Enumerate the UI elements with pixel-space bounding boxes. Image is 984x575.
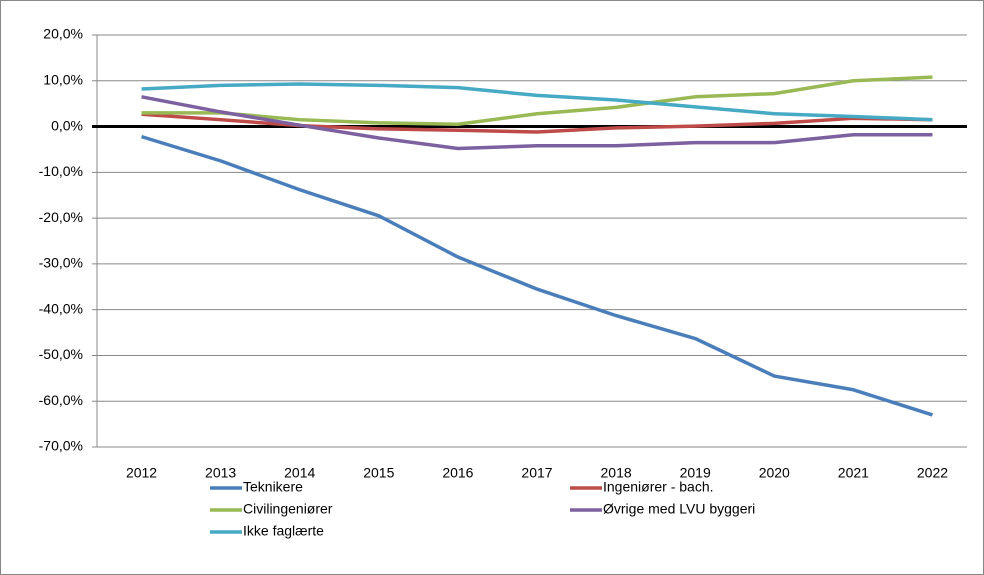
x-tick-label: 2019 (680, 465, 711, 481)
x-tick-label: 2020 (759, 465, 790, 481)
x-tick-label: 2014 (284, 465, 315, 481)
x-tick-label: 2021 (838, 465, 869, 481)
x-tick-label: 2022 (917, 465, 948, 481)
y-tick-label: -10,0% (39, 163, 83, 179)
legend-label: Teknikere (243, 479, 303, 495)
y-tick-label: 20,0% (43, 26, 83, 42)
x-tick-label: 2012 (126, 465, 157, 481)
x-tick-label: 2013 (205, 465, 236, 481)
y-tick-label: 0,0% (51, 117, 83, 133)
x-tick-label: 2018 (601, 465, 632, 481)
y-tick-label: -20,0% (39, 209, 83, 225)
series-line (141, 95, 933, 151)
y-tick-label: 10,0% (43, 71, 83, 87)
legend-label: Civilingeniører (243, 501, 333, 517)
y-tick-label: -70,0% (39, 438, 83, 454)
legend-label: Ingeniører - bach. (603, 479, 714, 495)
x-tick-label: 2016 (442, 465, 473, 481)
y-tick-label: -50,0% (39, 346, 83, 362)
x-tick-label: 2015 (363, 465, 394, 481)
y-tick-label: -60,0% (39, 392, 83, 408)
series-line (141, 82, 933, 122)
y-tick-label: -30,0% (39, 255, 83, 271)
x-tick-label: 2017 (521, 465, 552, 481)
y-tick-label: -40,0% (39, 300, 83, 316)
legend-label: Ikke faglærte (243, 523, 324, 539)
series-line (141, 75, 933, 127)
series-line (141, 134, 933, 417)
legend-label: Øvrige med LVU byggeri (603, 501, 755, 517)
series-line (141, 112, 933, 134)
